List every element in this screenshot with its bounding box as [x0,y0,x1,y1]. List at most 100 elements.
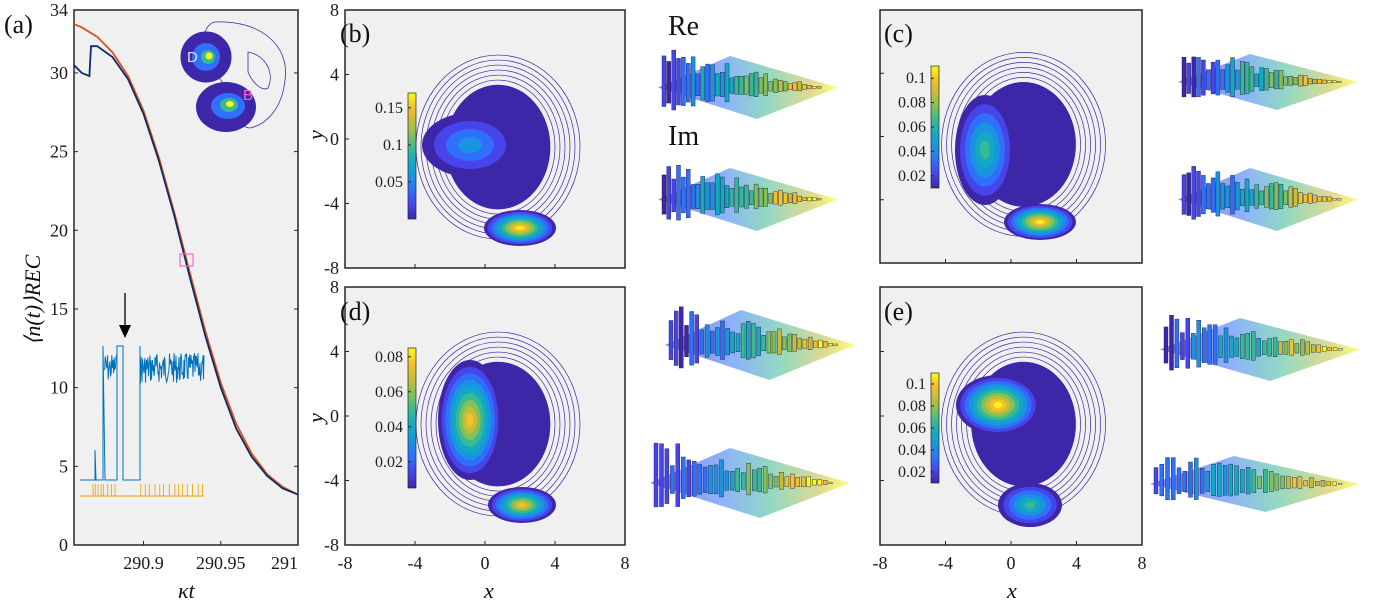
surface-bar [724,470,730,491]
surface-bar [762,466,768,494]
surface-bar [744,184,749,209]
panel-b: -8 -4 0 4 8 0.05 0.1 0.15 [324,0,626,278]
surface-bar [752,469,757,492]
surface-bar [1217,463,1222,497]
surface-bar [833,343,838,346]
surface-bar [686,63,691,103]
surface-bar [1314,481,1320,486]
surface-bar [729,188,735,207]
surface-bar [768,193,773,204]
surface-bar [1201,327,1207,363]
surface-bar [1309,477,1314,489]
surface-bar [1205,183,1211,210]
surface-bar [664,448,670,504]
ytick-label: 8 [330,0,339,20]
surface-bar [679,306,684,369]
surface-bar [1210,61,1216,95]
surface-bar [724,63,730,103]
surface-bar [756,326,761,356]
surface-bar [778,80,783,92]
surface-bar [676,58,681,106]
surface-bar [746,321,751,360]
surface-bar [1251,331,1256,361]
surface-bar [1291,477,1297,489]
surface-bar [1196,170,1201,217]
surface-bar [1181,174,1187,215]
surface-bar [1322,196,1327,202]
surface-bar [666,166,671,220]
ytick-label: 5 [59,456,68,476]
colorbar-tick-label: 0.06 [898,119,926,136]
panel-d: -8 -4 0 4 8 -8 -4 0 4 8 0.02 0.04 0.06 0.08 [324,277,630,573]
surface-bar [1205,69,1211,90]
surface-bar [1199,468,1205,494]
surface-bar [686,459,691,497]
panel-b-ylabel: y [303,130,328,142]
bar-surface-4 [665,306,855,380]
surface-bar [1326,481,1331,486]
surface-bar [735,333,741,353]
surface-bar [1269,72,1274,88]
surface-bar [812,479,817,486]
surface-bar [1176,467,1182,494]
surface-bar [715,73,720,97]
ytick-label: -4 [324,194,339,214]
surface-bar [699,329,705,355]
colorbar-tick-label: 0.06 [375,384,403,401]
surface-bar [710,64,715,102]
ytick-label: 4 [330,65,339,85]
surface-bar [802,84,807,90]
surface-bar [1256,338,1261,357]
surface-bar [1194,457,1199,500]
surface-bar [1337,483,1343,485]
surface-bar [1180,332,1185,360]
surface-bar [773,78,778,93]
surface-bar [720,176,725,214]
surface-bar [1222,465,1228,496]
surface-bar [817,198,822,201]
density-level [466,413,474,427]
surface-bar [1289,339,1294,356]
surface-bar [749,73,754,97]
surface-bar [1229,335,1234,358]
surface-bar [797,337,802,350]
panel-c-label: (c) [884,19,913,48]
surface-bar [1321,346,1327,352]
re-label: Re [668,11,699,42]
surface-bar [1273,182,1279,210]
ytick-label: 25 [50,142,68,162]
surface-bar [695,183,701,209]
panel-a-xticks: 290.9 290.95 291 [123,541,299,573]
colorbar [407,347,417,489]
surface-bar [802,339,808,349]
xtick-label: -8 [873,553,888,573]
surface-bar [1273,70,1279,90]
surface-bar [735,468,740,492]
panel-d-label: (d) [340,297,370,326]
surface-bar [1186,62,1192,94]
surface-bar [671,178,676,212]
surface-bar [670,465,675,494]
surface-bar [1311,344,1316,353]
ytick-label: 34 [50,0,68,20]
surface-bar [768,473,773,489]
surface-bar [1249,189,1255,206]
surface-bar [1257,476,1262,489]
surface-bar [1317,196,1323,202]
xtick-label: 4 [551,553,560,573]
surface-bar [1254,184,1259,209]
surface-bar [710,182,715,210]
surface-bar [1263,469,1268,493]
surface-bar [1163,326,1169,364]
surface-bar [708,465,713,494]
surface-bar [797,81,802,92]
surface-bar [1220,69,1226,90]
xtick-label: -4 [938,553,953,573]
surface-bar [790,473,795,489]
surface-bar [739,186,744,208]
surface-bar [1303,480,1308,487]
click-marks [80,484,204,497]
surface-bar [757,467,762,493]
surface-bar [1181,57,1187,98]
